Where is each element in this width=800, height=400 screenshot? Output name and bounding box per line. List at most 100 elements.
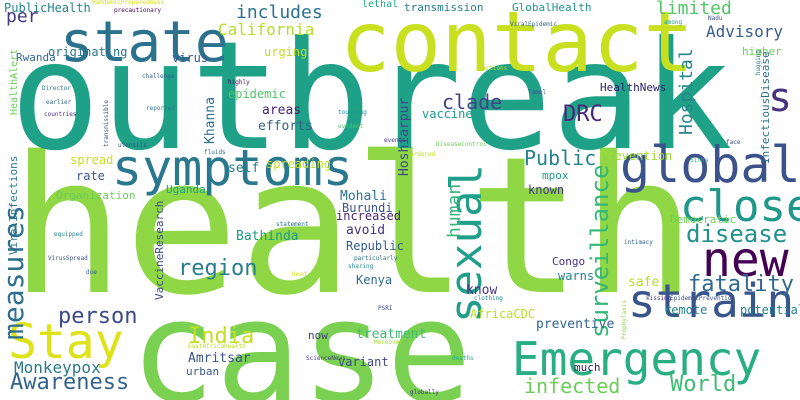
word-ordered: ordered xyxy=(410,151,436,158)
word-increased: increased xyxy=(336,209,402,223)
word-drc: DRC xyxy=(563,102,603,127)
word-actions: actions xyxy=(482,65,508,72)
word-globally: globally xyxy=(410,389,439,396)
word-virus: virus xyxy=(172,51,209,65)
word-deaths: deaths xyxy=(452,355,474,362)
word-urging: urging xyxy=(264,45,308,59)
word-contact: contact xyxy=(340,0,695,91)
word-spreading: spreading xyxy=(266,157,332,171)
word-bathinda: Bathinda xyxy=(236,229,299,244)
word-health: health xyxy=(10,116,697,337)
word-uganda: Uganda xyxy=(166,183,206,196)
word-head: Head xyxy=(292,271,307,278)
word-surveillance: surveillance xyxy=(586,164,614,338)
word-emergency: Emergency xyxy=(512,332,762,386)
word-director: Director xyxy=(42,85,71,92)
word-avoid: avoid xyxy=(346,223,386,238)
word-preventive: preventive xyxy=(536,317,615,332)
word-areas: areas xyxy=(262,103,302,118)
word-vaccine: vaccine xyxy=(422,107,473,121)
word-much: much xyxy=(574,361,601,374)
word-treatment: treatment xyxy=(356,327,427,342)
word-hospital: Hospital xyxy=(676,48,697,135)
word-region: region xyxy=(178,256,258,281)
word-burundi: Burundi xyxy=(342,201,393,215)
word-remote: remote xyxy=(664,303,708,317)
word-state: state xyxy=(60,10,229,75)
word-publichealth: PublicHealth xyxy=(4,1,91,15)
word-among: among xyxy=(664,19,683,26)
word-healthnews: HealthNews xyxy=(600,81,667,94)
word-psri: PSRI xyxy=(378,305,393,312)
word-new: new xyxy=(702,232,789,288)
word-virusspread: VirusSpread xyxy=(48,255,88,262)
word-higher: higher xyxy=(742,45,782,58)
word-public: Public xyxy=(524,146,597,170)
word-face: face xyxy=(726,139,741,146)
word-s: s xyxy=(768,75,793,121)
word-pandemicpreparedness: PandemicPreparedness xyxy=(92,0,165,6)
word-spread: spread xyxy=(70,153,114,167)
word-limited: limited xyxy=(656,0,732,19)
word-utensils: utensils xyxy=(118,142,147,149)
word-infected: infected xyxy=(524,374,621,398)
word-safe: safe xyxy=(628,275,660,290)
word-rwanda: Rwanda xyxy=(16,51,56,64)
word-particularly: particularly xyxy=(354,255,398,262)
word-rate: rate xyxy=(76,169,105,183)
word-africacdc: AfricaCDC xyxy=(470,307,536,321)
word-touching: touching xyxy=(338,109,367,116)
word-case: case xyxy=(130,270,472,400)
word-challenge: challenge xyxy=(142,73,175,80)
word-warns: warns xyxy=(558,269,595,283)
word-transmissible: transmissible xyxy=(103,100,110,147)
word-clothing: clothing xyxy=(474,295,503,302)
word-self: self xyxy=(228,161,260,176)
word-organization: Organization xyxy=(56,189,136,202)
word-diseasecontrol: DiseaseControl xyxy=(436,141,487,148)
word-prevention: Prevention xyxy=(600,149,673,163)
word-kissing: kissing xyxy=(646,295,672,302)
word-sharing: sharing xyxy=(348,263,374,270)
word-precautionary: precautionary xyxy=(114,7,161,14)
word-epidemic: epidemic xyxy=(228,87,286,101)
word-world: World xyxy=(670,372,737,397)
word-person: person xyxy=(58,304,138,329)
word-reported: reported xyxy=(146,105,175,112)
word-disease: disease xyxy=(686,220,788,248)
word-india: India xyxy=(188,324,255,349)
word-originating: originating xyxy=(48,45,128,59)
word-evident: evident xyxy=(338,123,364,130)
word-efforts: efforts xyxy=(258,119,313,134)
word-healthalert: HealthAlert xyxy=(9,48,20,115)
word-sinha: Sinha xyxy=(690,157,709,164)
word-strain: strain xyxy=(628,274,795,328)
word-now: now xyxy=(308,329,328,342)
word-clade: clade xyxy=(442,90,503,114)
word-viralinfections: ViralInfections xyxy=(7,155,20,255)
word-equipped: equipped xyxy=(54,231,83,238)
word-stay: Stay xyxy=(8,314,124,370)
word-khanna: Khanna xyxy=(203,97,218,144)
word-globalhealth: GlobalHealth xyxy=(512,1,592,14)
word-lethal: lethal xyxy=(362,0,399,10)
word-vaccineresearch: VaccineResearch xyxy=(153,200,166,300)
word-global: global xyxy=(620,136,800,194)
word-amritsar: Amritsar xyxy=(188,351,251,366)
word-intimacy: intimacy xyxy=(624,239,653,246)
word-events: events xyxy=(384,137,406,144)
word-earlier: earlier xyxy=(46,99,72,106)
word-eastafricahealth: EastAfricaHealth xyxy=(188,343,246,350)
word-monkeypox: Monkeypox xyxy=(14,358,101,377)
word-advisory: Advisory xyxy=(706,22,784,41)
word-fluids: fluids xyxy=(204,149,226,156)
word-tamil: Tamil xyxy=(528,89,547,96)
word-due: due xyxy=(86,269,97,276)
word-epidemicprevention: EpidemicPrevention xyxy=(670,295,736,302)
word-hugging: hugging xyxy=(755,50,762,76)
word-countries: countries xyxy=(44,111,77,118)
word-includes: includes xyxy=(236,2,323,23)
word-outbreak: outbreak xyxy=(10,10,733,184)
word-transmission: transmission xyxy=(404,1,484,14)
word-known: known xyxy=(528,183,565,197)
